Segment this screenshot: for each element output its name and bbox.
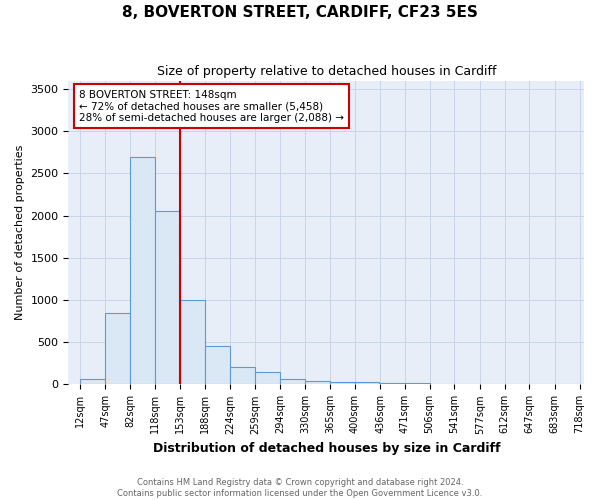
Title: Size of property relative to detached houses in Cardiff: Size of property relative to detached ho… — [157, 65, 496, 78]
Bar — [230, 366, 255, 384]
Bar — [180, 300, 205, 384]
Bar — [380, 383, 405, 384]
Text: 8 BOVERTON STREET: 148sqm
← 72% of detached houses are smaller (5,458)
28% of se: 8 BOVERTON STREET: 148sqm ← 72% of detac… — [79, 90, 344, 123]
X-axis label: Distribution of detached houses by size in Cardiff: Distribution of detached houses by size … — [152, 442, 500, 455]
Bar — [205, 346, 230, 385]
Text: 8, BOVERTON STREET, CARDIFF, CF23 5ES: 8, BOVERTON STREET, CARDIFF, CF23 5ES — [122, 5, 478, 20]
Text: Contains HM Land Registry data © Crown copyright and database right 2024.
Contai: Contains HM Land Registry data © Crown c… — [118, 478, 482, 498]
Bar — [280, 380, 305, 384]
Bar — [155, 212, 180, 384]
Bar — [405, 383, 430, 384]
Bar — [130, 156, 155, 384]
Bar — [255, 372, 280, 384]
Bar — [80, 380, 105, 384]
Bar — [330, 382, 355, 384]
Bar — [355, 382, 379, 384]
Y-axis label: Number of detached properties: Number of detached properties — [15, 145, 25, 320]
Bar — [105, 312, 130, 384]
Bar — [305, 381, 330, 384]
